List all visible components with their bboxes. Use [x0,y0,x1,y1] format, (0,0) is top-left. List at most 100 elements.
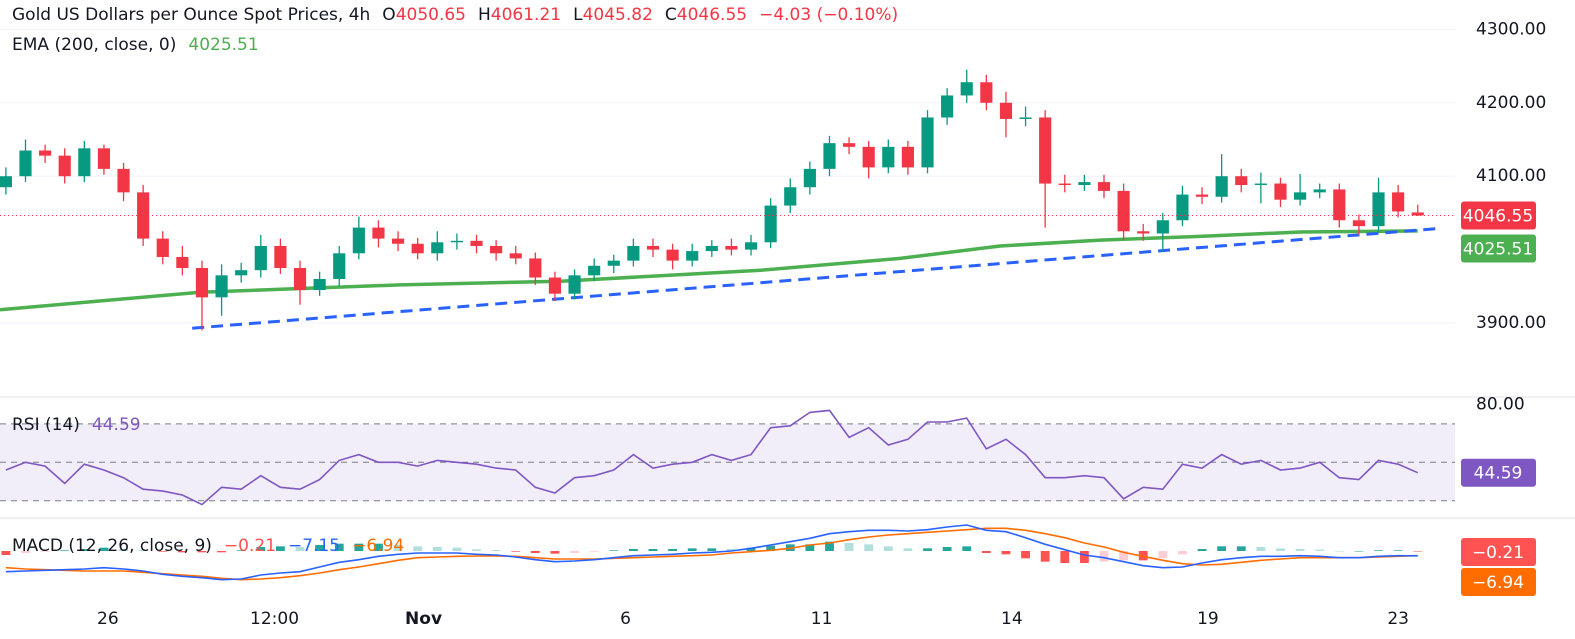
ohlc-key: H [478,5,491,25]
candle-body [744,242,758,250]
x-tick-label: 12:00 [250,609,299,629]
histogram-bar [217,551,226,553]
candle-body [960,82,973,96]
histogram-bar [746,547,756,551]
histogram-bar [374,543,383,551]
x-tick-label: Nov [405,609,442,629]
candle-body [1235,176,1248,186]
histogram-bar [981,551,991,553]
histogram-bar [805,544,815,551]
macd-line [5,524,1418,581]
candle-body [548,277,562,294]
candle-body [293,267,307,291]
ohlc-key: O [382,5,396,25]
candle-body [137,192,150,239]
candle-body [607,260,620,266]
histogram-bar [550,551,560,554]
candle-body [1039,117,1052,184]
histogram-value: −0.21 [223,536,277,556]
y-tick-label: 4200.00 [1476,93,1546,113]
candle-body [882,146,895,168]
histogram-price-label-bg [1461,538,1536,566]
histogram-bar [275,546,285,551]
change: −4.03 (−0.10%) [759,5,899,25]
candle-body [666,249,679,261]
candle-body [254,245,267,271]
histogram-bar [1217,546,1227,551]
histogram-bar [1158,551,1168,559]
candle-body [274,245,287,268]
histogram-bar [1354,551,1364,552]
last-price-label: 4046.55 [1463,206,1533,226]
y-tick-label: 3900.00 [1476,313,1546,333]
ema-name: EMA (200, close, 0) [12,35,177,55]
histogram-bar [452,547,462,551]
histogram-bar [628,549,638,551]
histogram-bar [648,549,658,551]
histogram-bar [668,549,678,551]
rsi-price-label-bg [1461,458,1536,487]
signal-price-label: −6.94 [1472,573,1524,593]
histogram-bar [883,546,893,551]
histogram-bar [334,543,344,551]
candle-body [999,102,1013,119]
ohlc-key: C [664,5,677,25]
candle-body [842,143,856,147]
candle-body [470,240,483,246]
x-tick-label: 14 [1001,609,1023,629]
histogram-bar [315,545,325,551]
histogram-bar [766,545,776,551]
price-legend: Gold US Dollars per Ounce Spot Prices, 4… [12,3,898,27]
ema-price-label-bg [1461,234,1536,263]
macd-legend: MACD (12, 26, close, 9) −0.21 −7.15 −6.9… [12,534,404,558]
histogram-bar [727,549,736,551]
histogram-bar [1021,551,1030,559]
histogram-bar [609,550,619,551]
histogram-bar [354,543,364,551]
signal-price-label-bg [1461,568,1536,596]
histogram-bar [119,549,128,551]
histogram-bar [256,547,266,551]
histogram-price-label: −0.21 [1472,543,1524,563]
candle-body [391,238,405,244]
last-price-label-bg [1461,201,1536,230]
candle-body [823,143,836,169]
histogram-bar [1119,551,1129,561]
candle-body [862,146,875,168]
histogram-bar [530,551,540,553]
ohlc-low: L4045.82 [573,5,653,25]
candle-body [921,117,934,168]
ohlc-close: C4046.55 [665,5,747,25]
candle-body [1313,189,1326,193]
candle-body [1274,183,1287,200]
candle-body [431,242,444,254]
histogram-bar [1099,551,1109,562]
histogram-bar [432,547,442,551]
candle-body [1372,192,1385,227]
candle-body [97,148,111,169]
histogram-bar [413,546,423,551]
ohlc-value: 4061.21 [490,5,562,25]
candle-body [450,240,463,243]
candle-body [372,227,385,239]
candle-body [78,148,91,177]
histogram-bar [197,551,207,553]
ohlc-open: O4050.65 [382,5,466,25]
histogram-bar [158,551,168,552]
candle-body [588,265,601,276]
histogram-bar [1276,548,1285,551]
candle-body [411,243,424,254]
macd-name: MACD (12, 26, close, 9) [12,536,212,556]
candle-body [725,245,738,250]
candle-body [1254,183,1267,186]
histogram-bar [21,551,30,553]
ema-line [0,229,1418,312]
candle-body [215,275,228,298]
histogram-bar [491,550,501,551]
x-tick-label: 23 [1387,609,1409,629]
candle-body [1392,192,1405,212]
histogram-bar [1079,551,1089,563]
candle-body [646,245,660,250]
histogram-bar [1334,551,1344,552]
histogram-bar [707,548,717,551]
